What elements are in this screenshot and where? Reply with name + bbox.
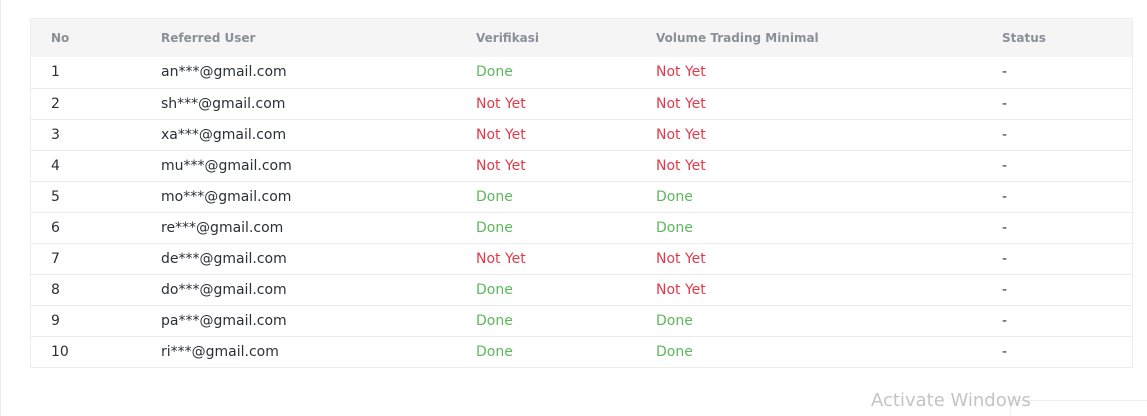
header-no: No xyxy=(51,31,70,45)
referral-table-container: No Referred User Verifikasi Volume Tradi… xyxy=(30,18,1133,368)
table-body: 1 an***@gmail.com Done Not Yet - 2 sh***@gmail… xyxy=(31,57,1132,367)
table-row: 5 mo***@gmail.com Done Done - xyxy=(31,181,1132,212)
reward-status: - xyxy=(1002,188,1008,205)
reward-status: - xyxy=(1002,312,1008,329)
referred-user-email: an***@gmail.com xyxy=(161,64,287,81)
volume-trading-status: Not Yet xyxy=(656,281,706,298)
referred-user-email: sh***@gmail.com xyxy=(161,95,286,112)
reward-status: - xyxy=(1002,157,1008,174)
header-referred-user: Referred User xyxy=(161,31,256,45)
verification-status: Done xyxy=(476,343,513,360)
row-number: 9 xyxy=(51,312,60,329)
activate-windows-watermark: Activate Windows xyxy=(871,390,1031,411)
verification-status: Not Yet xyxy=(476,95,526,112)
row-number: 7 xyxy=(51,250,60,267)
volume-trading-status: Done xyxy=(656,343,693,360)
reward-status: - xyxy=(1002,64,1008,81)
verification-status: Done xyxy=(476,219,513,236)
reward-status: - xyxy=(1002,126,1008,143)
verification-status: Not Yet xyxy=(476,250,526,267)
row-number: 2 xyxy=(51,95,60,112)
header-verification: Verifikasi xyxy=(476,31,540,45)
volume-trading-status: Not Yet xyxy=(656,95,706,112)
table-row: 2 sh***@gmail.com Not Yet Not Yet - xyxy=(31,88,1132,119)
watermark-panel-edge xyxy=(1010,400,1147,416)
header-row: No Referred User Verifikasi Volume Tradi… xyxy=(31,19,1132,57)
header-status: Status xyxy=(1002,31,1046,45)
table-row: 7 de***@gmail.com Not Yet Not Yet - xyxy=(31,243,1132,274)
referred-user-email: ri***@gmail.com xyxy=(161,343,279,360)
row-number: 6 xyxy=(51,219,60,236)
volume-trading-status: Not Yet xyxy=(656,64,706,81)
volume-trading-status: Done xyxy=(656,312,693,329)
table-row: 6 re***@gmail.com Done Done - xyxy=(31,212,1132,243)
verification-status: Done xyxy=(476,281,513,298)
table-row: 4 mu***@gmail.com Not Yet Not Yet - xyxy=(31,150,1132,181)
referred-user-email: pa***@gmail.com xyxy=(161,312,287,329)
row-number: 4 xyxy=(51,157,60,174)
table-header: No Referred User Verifikasi Volume Tradi… xyxy=(31,19,1132,57)
reward-status: - xyxy=(1002,95,1008,112)
volume-trading-status: Not Yet xyxy=(656,126,706,143)
table-row: 10 ri***@gmail.com Done Done - xyxy=(31,336,1132,367)
reward-status: - xyxy=(1002,219,1008,236)
referred-user-email: do***@gmail.com xyxy=(161,281,287,298)
volume-trading-status: Done xyxy=(656,219,693,236)
referred-user-email: de***@gmail.com xyxy=(161,250,287,267)
row-number: 5 xyxy=(51,188,60,205)
referred-user-email: mo***@gmail.com xyxy=(161,188,292,205)
row-number: 8 xyxy=(51,281,60,298)
referral-table: No Referred User Verifikasi Volume Tradi… xyxy=(31,19,1132,367)
volume-trading-status: Not Yet xyxy=(656,157,706,174)
table-row: 1 an***@gmail.com Done Not Yet - xyxy=(31,57,1132,88)
table-row: 3 xa***@gmail.com Not Yet Not Yet - xyxy=(31,119,1132,150)
referred-user-email: re***@gmail.com xyxy=(161,219,284,236)
reward-status: - xyxy=(1002,281,1008,298)
referred-user-email: xa***@gmail.com xyxy=(161,126,287,143)
verification-status: Done xyxy=(476,188,513,205)
left-divider xyxy=(0,0,1,416)
table-row: 9 pa***@gmail.com Done Done - xyxy=(31,305,1132,336)
verification-status: Done xyxy=(476,312,513,329)
volume-trading-status: Done xyxy=(656,188,693,205)
reward-status: - xyxy=(1002,343,1008,360)
header-volume-trading: Volume Trading Minimal xyxy=(656,31,819,45)
reward-status: - xyxy=(1002,250,1008,267)
verification-status: Not Yet xyxy=(476,157,526,174)
verification-status: Not Yet xyxy=(476,126,526,143)
table-row: 8 do***@gmail.com Done Not Yet - xyxy=(31,274,1132,305)
verification-status: Done xyxy=(476,64,513,81)
row-number: 1 xyxy=(51,64,60,81)
volume-trading-status: Not Yet xyxy=(656,250,706,267)
row-number: 10 xyxy=(51,343,69,360)
referred-user-email: mu***@gmail.com xyxy=(161,157,292,174)
row-number: 3 xyxy=(51,126,60,143)
